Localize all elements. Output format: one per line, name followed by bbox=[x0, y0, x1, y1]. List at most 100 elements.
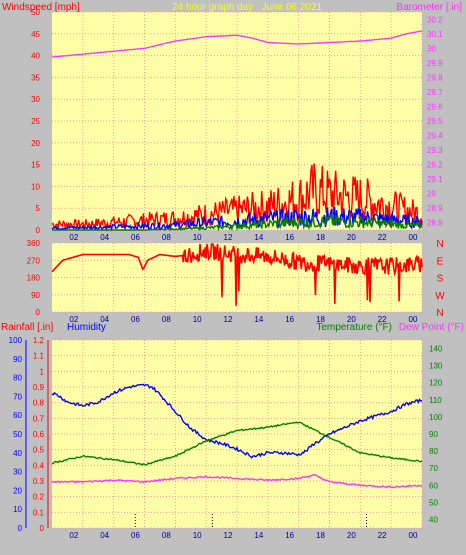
humidity-tick-label: 80 bbox=[13, 374, 22, 383]
windspeed-tick-label: 45 bbox=[31, 30, 40, 39]
x-tick-label: 16 bbox=[285, 233, 294, 242]
dewpoint-axis-label: Dew Point (°F) bbox=[399, 322, 464, 333]
barometer-tick-label: 28.8 bbox=[427, 219, 443, 228]
humidity-axis-label: Humidity bbox=[67, 322, 106, 333]
rainfall-axis-label: Rainfall [.in] bbox=[1, 322, 53, 333]
windspeed-tick-label: 50 bbox=[31, 8, 40, 17]
rainfall-tick-label: 0.3 bbox=[33, 477, 45, 486]
chart-title: 24 hour graph day : June 06 2021 bbox=[172, 2, 323, 13]
temperature-tick-label: 140 bbox=[429, 345, 443, 354]
x-tick-label: 06 bbox=[131, 315, 140, 324]
temperature-tick-label: 100 bbox=[429, 413, 443, 422]
barometer-tick-label: 30.1 bbox=[427, 30, 443, 39]
temperature-tick-label: 50 bbox=[429, 498, 438, 507]
temperature-line bbox=[51, 421, 423, 466]
barometer-tick-label: 29.8 bbox=[427, 73, 443, 82]
windspeed-tick-label: 10 bbox=[31, 182, 40, 191]
rainfall-tick-label: 0.7 bbox=[33, 414, 45, 423]
compass-label: S bbox=[437, 274, 444, 285]
barometer-tick-label: 29.7 bbox=[427, 88, 443, 97]
humidity-tick-label: 60 bbox=[13, 411, 22, 420]
temperature-tick-label: 70 bbox=[429, 464, 438, 473]
wind-barometer-plot: 02 04 06 08 10 12 14 16 18 20 22 000510152025303540… bbox=[31, 8, 443, 242]
x-tick-label: 18 bbox=[316, 233, 325, 242]
x-tick-label: 10 bbox=[193, 315, 202, 324]
windgust-line bbox=[51, 163, 423, 230]
humidity-tick-label: 20 bbox=[13, 486, 22, 495]
x-tick-label: 04 bbox=[100, 315, 109, 324]
rainfall-tick-label: 0.9 bbox=[33, 383, 45, 392]
windspeed-axis-label: Windspeed [mph] bbox=[2, 2, 80, 13]
x-tick-label: 16 bbox=[285, 531, 294, 540]
windspeed-tick-label: 20 bbox=[31, 139, 40, 148]
compass-label: W bbox=[435, 291, 445, 302]
humidity-tick-label: 30 bbox=[13, 468, 22, 477]
barometer-tick-label: 29.5 bbox=[427, 117, 443, 126]
x-tick-label: 12 bbox=[224, 233, 233, 242]
x-tick-label: 02 bbox=[69, 531, 78, 540]
temperature-tick-label: 90 bbox=[429, 430, 438, 439]
x-tick-label: 08 bbox=[162, 531, 171, 540]
x-tick-label: 00 bbox=[409, 315, 418, 324]
temperature-tick-label: 110 bbox=[429, 396, 442, 405]
rainfall-tick-label: 1.1 bbox=[33, 352, 45, 361]
x-tick-label: 18 bbox=[316, 315, 325, 324]
x-tick-label: 06 bbox=[131, 233, 140, 242]
temperature-tick-label: 120 bbox=[429, 379, 443, 388]
rainfall-tick-label: 0.5 bbox=[33, 446, 45, 455]
windspeed-tick-label: 5 bbox=[36, 204, 41, 213]
barometer-tick-label: 30 bbox=[427, 44, 436, 53]
humidity-tick-label: 50 bbox=[13, 430, 22, 439]
barometer-tick-label: 29.1 bbox=[427, 175, 443, 184]
windspeed-tick-label: 25 bbox=[31, 117, 40, 126]
direction-tick-label: 90 bbox=[31, 291, 40, 300]
barometer-line bbox=[51, 30, 423, 58]
rainfall-tick-label: 0.2 bbox=[33, 493, 45, 502]
x-tick-label: 10 bbox=[193, 531, 202, 540]
x-tick-label: 04 bbox=[100, 531, 109, 540]
wind-direction-line bbox=[51, 243, 423, 306]
barometer-tick-label: 29.6 bbox=[427, 102, 443, 111]
direction-tick-label: 360 bbox=[27, 239, 41, 248]
x-tick-label: 12 bbox=[224, 315, 233, 324]
rainfall-tick-label: 0.8 bbox=[33, 399, 45, 408]
barometer-tick-label: 29.9 bbox=[427, 59, 443, 68]
barometer-tick-label: 29.4 bbox=[427, 132, 443, 141]
x-tick-label: 08 bbox=[162, 233, 171, 242]
temperature-tick-label: 60 bbox=[429, 481, 438, 490]
direction-tick-label: 180 bbox=[27, 274, 41, 283]
dewpoint-line bbox=[51, 473, 423, 489]
x-tick-label: 22 bbox=[378, 233, 387, 242]
windspeed-tick-label: 40 bbox=[31, 52, 40, 61]
rainfall-tick-label: 0.6 bbox=[33, 430, 45, 439]
windspeed-tick-label: 0 bbox=[36, 226, 41, 235]
x-tick-label: 02 bbox=[69, 233, 78, 242]
x-tick-label: 22 bbox=[378, 315, 387, 324]
rainfall-tick-label: 0.4 bbox=[33, 461, 45, 470]
rainfall-tick-label: 1.2 bbox=[33, 336, 45, 345]
compass-label: N bbox=[436, 239, 443, 250]
barometer-tick-label: 29 bbox=[427, 190, 436, 199]
direction-tick-label: 270 bbox=[27, 256, 41, 265]
wind-average-line bbox=[52, 213, 423, 232]
x-tick-label: 20 bbox=[347, 531, 356, 540]
direction-tick-label: 0 bbox=[36, 308, 41, 317]
humidity-line bbox=[51, 383, 423, 459]
x-tick-label: 14 bbox=[254, 233, 263, 242]
rainfall-tick-label: 1 bbox=[40, 367, 45, 376]
humidity-tick-label: 90 bbox=[13, 355, 22, 364]
temperature-axis-label: Temperature (°F) bbox=[316, 322, 392, 333]
windspeed-tick-label: 15 bbox=[31, 161, 40, 170]
compass-label: E bbox=[437, 256, 444, 267]
humidity-tick-label: 40 bbox=[13, 449, 22, 458]
x-tick-label: 08 bbox=[162, 315, 171, 324]
windspeed-tick-label: 30 bbox=[31, 95, 40, 104]
barometer-axis-label: Barometer [.in] bbox=[396, 2, 462, 13]
x-tick-label: 00 bbox=[409, 233, 418, 242]
windspeed-tick-label: 35 bbox=[31, 73, 40, 82]
barometer-tick-label: 29.2 bbox=[427, 161, 443, 170]
temperature-tick-label: 40 bbox=[429, 515, 438, 524]
x-tick-label: 14 bbox=[254, 531, 263, 540]
